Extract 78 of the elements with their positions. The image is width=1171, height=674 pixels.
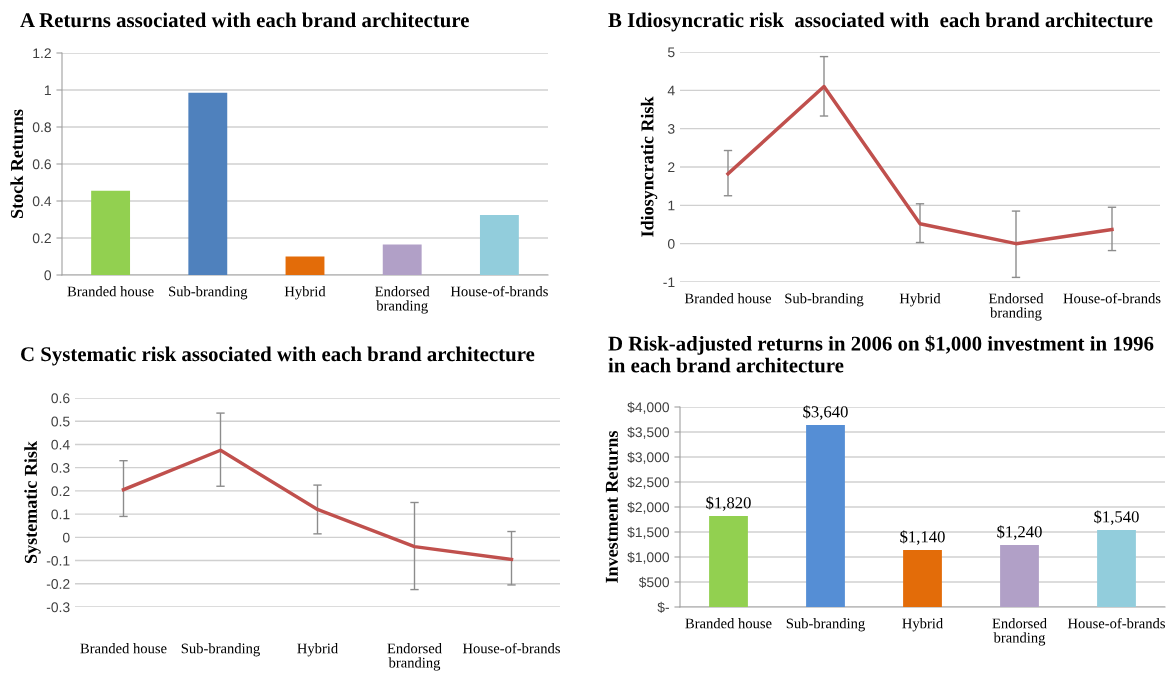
data-label: $1,140 [900, 530, 945, 545]
y-tick-label: 0.4 [32, 196, 52, 207]
y-tick-label: -0.3 [46, 602, 70, 613]
y-tick-label: 0 [44, 270, 52, 281]
y-tick-label: 3 [667, 124, 675, 134]
x-tick-label: House-of-brands [450, 285, 548, 297]
x-tick-label: Hybrid [902, 618, 943, 632]
y-tick-label: 0.5 [51, 416, 70, 427]
y-axis-title: Stock Returns [10, 109, 24, 218]
y-tick-label: $3,500 [627, 426, 670, 439]
bar [1097, 530, 1136, 607]
y-tick-label: 0.6 [32, 159, 51, 170]
y-tick-label: $4,000 [627, 401, 670, 414]
y-tick-label: $3,000 [627, 451, 670, 464]
y-axis-title: Systematic Risk [24, 441, 41, 563]
x-tick-label: Hybrid [297, 643, 338, 657]
x-tick-label: Sub-branding [786, 618, 865, 632]
y-tick-label: -1 [663, 277, 675, 288]
y-tick-label: 1.2 [33, 48, 51, 59]
y-axis-title: Idiosyncratic Risk [640, 96, 658, 237]
y-axis-title: Investment Returns [605, 430, 618, 583]
x-tick-label: Branded house [685, 618, 772, 629]
bar [382, 244, 422, 275]
y-tick-label: 5 [667, 47, 675, 58]
y-tick-label: $1,500 [627, 526, 670, 539]
y-tick-label: 0.8 [32, 122, 51, 133]
y-tick-label: $2,500 [627, 476, 670, 489]
y-tick-label: 1 [44, 85, 51, 96]
data-label: $1,240 [997, 525, 1042, 540]
y-tick-label: 0.4 [51, 439, 70, 450]
y-tick-label: 2 [668, 162, 675, 173]
line-series [726, 84, 1114, 246]
x-tick-label: Endorsed branding [387, 643, 442, 671]
x-tick-label: House-of-brands [462, 642, 560, 654]
line-series [121, 448, 514, 562]
data-label: $1,540 [1094, 510, 1139, 525]
y-tick-label: $1,000 [627, 551, 670, 564]
y-tick-label: 0 [62, 532, 70, 543]
data-label: $1,820 [706, 496, 751, 511]
x-tick-label: House-of-brands [1067, 617, 1165, 629]
bar [479, 214, 519, 275]
y-tick-label: 0.1 [51, 509, 70, 520]
y-tick-label: 0 [667, 239, 675, 249]
y-tick-label: 0.2 [51, 486, 70, 497]
x-tick-label: Branded house [684, 293, 772, 304]
chart-title: A Returns associated with each brand architecture [20, 12, 469, 28]
x-tick-label: Sub-branding [181, 643, 260, 657]
x-tick-label: Sub-branding [785, 293, 864, 307]
y-tick-label: $- [657, 601, 669, 613]
x-tick-label: Sub-branding [169, 286, 248, 300]
bar [709, 516, 748, 607]
bar [285, 256, 325, 275]
data-label: $3,640 [803, 405, 848, 420]
x-tick-label: Endorsed branding [992, 618, 1047, 646]
bar [903, 550, 942, 607]
chart-title: B Idiosyncratic risk associated with each brand architecture [608, 12, 1153, 32]
y-tick-label: -0.2 [46, 579, 70, 589]
chart-title: D Risk-adjusted returns in 2006 on $1,000 investment in 1996 in each brand architecture [608, 335, 1154, 373]
y-tick-label: $500 [638, 576, 670, 588]
x-tick-label: Branded house [67, 286, 154, 297]
chart-title: C Systematic risk associated with each brand architecture [21, 346, 535, 366]
bar [91, 190, 131, 275]
y-tick-label: 4 [667, 85, 675, 96]
y-tick-label: 0.3 [51, 463, 70, 473]
y-tick-label: -0.1 [46, 555, 70, 566]
x-tick-label: Branded house [80, 643, 167, 654]
x-tick-label: House-of-brands [1063, 292, 1161, 304]
x-tick-label: Endorsed branding [988, 293, 1044, 321]
bar [1000, 545, 1039, 607]
bar [188, 92, 228, 275]
y-tick-label: 1 [668, 200, 675, 211]
x-tick-label: Hybrid [284, 286, 326, 300]
x-tick-label: Hybrid [899, 293, 941, 307]
y-tick-label: 0.6 [51, 393, 70, 404]
y-tick-label: 0.2 [32, 233, 51, 244]
x-tick-label: Endorsed branding [375, 286, 430, 314]
bar [806, 425, 845, 607]
y-tick-label: $2,000 [627, 501, 670, 514]
